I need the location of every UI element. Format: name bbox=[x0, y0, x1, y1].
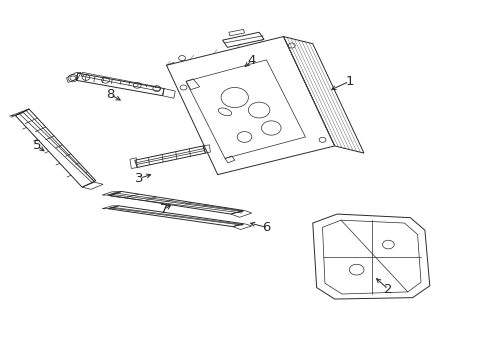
Text: 8: 8 bbox=[106, 88, 114, 101]
Text: 6: 6 bbox=[262, 221, 270, 234]
Text: 4: 4 bbox=[247, 54, 256, 67]
Text: 5: 5 bbox=[33, 139, 41, 152]
Text: 1: 1 bbox=[345, 75, 353, 88]
Text: 3: 3 bbox=[135, 172, 143, 185]
Text: 7: 7 bbox=[160, 203, 168, 216]
Text: 2: 2 bbox=[383, 283, 392, 296]
